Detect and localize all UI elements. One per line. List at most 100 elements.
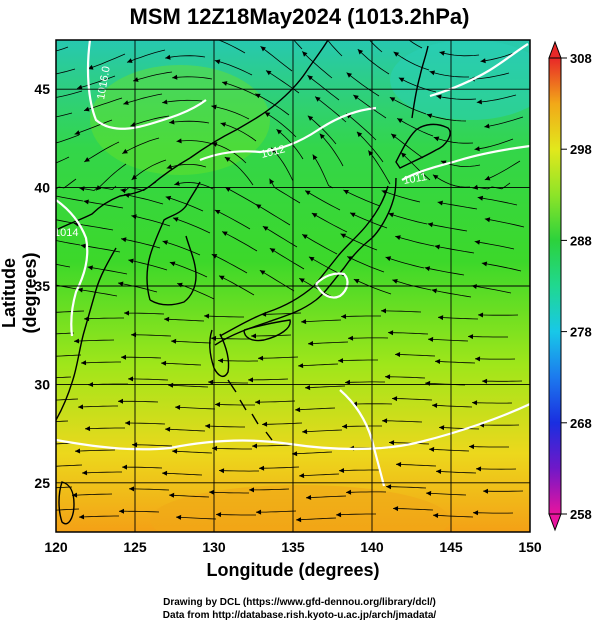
x-tick-label: 125 (123, 539, 147, 555)
streamline (56, 376, 72, 379)
streamline (327, 40, 343, 57)
streamline-arrowhead (341, 314, 347, 319)
streamline-arrowhead (75, 448, 81, 454)
streamline-arrowhead (31, 257, 37, 262)
streamline (396, 118, 434, 137)
coastline-japan-kyushu (209, 329, 230, 378)
streamline-arrowhead (260, 46, 266, 52)
streamline-arrowhead (476, 99, 482, 105)
streamline (474, 138, 514, 150)
streamline-arrowhead (269, 248, 276, 253)
streamline-arrowhead (302, 51, 308, 57)
coastline-russia (189, 40, 329, 159)
streamline (164, 428, 206, 432)
streamline (162, 240, 201, 256)
streamline (255, 510, 297, 513)
streamline-arrowhead (123, 100, 129, 105)
isobar-1012 (199, 106, 377, 162)
y-tick-labels: 25 30 35 40 45 (34, 81, 50, 491)
streamline (257, 356, 299, 359)
plot-area: 1016.0 1014 1012 1011 120 125 130 135 140 145… (29, 23, 542, 555)
streamline-arrowhead (173, 217, 179, 222)
streamline-arrowhead (480, 58, 486, 64)
streamline-arrowhead (172, 448, 178, 454)
y-tick-label: 40 (34, 180, 50, 196)
streamline (117, 282, 158, 293)
streamline (203, 315, 244, 318)
streamline-arrowhead (224, 157, 231, 162)
streamline-arrowhead (429, 70, 435, 76)
streamline-arrowhead (87, 265, 93, 271)
streamline (221, 231, 258, 252)
streamline-arrowhead (225, 187, 231, 192)
streamline-arrowhead (255, 399, 260, 405)
streamline (204, 425, 245, 428)
isobar-north-east (429, 43, 529, 98)
streamline (434, 245, 475, 254)
streamline-arrowhead (29, 52, 34, 57)
streamline-arrowhead (391, 23, 396, 29)
streamline-arrowhead (259, 465, 265, 471)
streamline (356, 131, 384, 163)
streamline (305, 495, 347, 499)
streamline (126, 49, 166, 63)
streamline (484, 160, 521, 181)
streamline-arrowhead (119, 508, 124, 514)
streamline (84, 141, 120, 163)
streamline (471, 285, 512, 294)
streamline-arrowhead (481, 261, 488, 267)
streamline-arrowhead (433, 136, 440, 142)
streamline-arrowhead (175, 404, 181, 410)
streamline (385, 256, 425, 269)
streamline (225, 186, 261, 208)
coastline-japan-sea-side (219, 185, 389, 337)
streamline (71, 493, 113, 496)
x-tick-label: 130 (202, 539, 226, 555)
streamline (345, 491, 387, 493)
streamline-arrowhead (308, 341, 314, 346)
streamline-arrowhead (259, 270, 266, 275)
streamline-arrowhead (336, 512, 342, 518)
streamline-arrowhead (315, 96, 321, 102)
streamline-arrowhead (389, 97, 396, 102)
streamline (380, 310, 422, 313)
streamline (208, 491, 249, 494)
isobar-1014 (56, 199, 89, 337)
streamline-arrowhead (266, 70, 272, 76)
streamline (56, 219, 74, 224)
streamline-arrowhead (214, 210, 221, 215)
streamline (439, 51, 480, 57)
streamline-arrowhead (477, 195, 484, 201)
streamline (260, 312, 302, 315)
streamline (269, 247, 305, 270)
x-tick-label: 135 (281, 539, 305, 555)
colorbar-ticks: 308 298 288 278 268 258 (561, 51, 592, 522)
isobar-1016 (86, 40, 207, 130)
streamline (395, 235, 435, 247)
streamline-arrowhead (386, 484, 392, 490)
streamline (249, 488, 290, 491)
streamline-arrowhead (301, 319, 307, 325)
streamline-arrowhead (429, 446, 435, 452)
streamline-arrowhead (426, 490, 432, 496)
streamline (162, 99, 203, 104)
streamline (255, 93, 290, 116)
streamline-arrowhead (82, 470, 88, 476)
streamline (293, 40, 303, 50)
streamline-arrowhead (209, 489, 215, 495)
streamline (174, 182, 214, 190)
streamline-arrowhead (44, 310, 49, 315)
streamline (468, 446, 509, 448)
streamline-arrowhead (299, 473, 305, 479)
streamline (260, 45, 293, 72)
streamline (340, 233, 378, 251)
streamline-arrowhead (484, 217, 491, 223)
streamline (176, 140, 217, 146)
streamline-arrowhead (356, 131, 363, 138)
streamline (56, 486, 73, 489)
streamline-arrowhead (385, 374, 391, 380)
streamline-arrowhead (381, 308, 386, 314)
streamline-arrowhead (339, 468, 345, 473)
streamline (165, 55, 206, 59)
streamline-arrowhead (269, 178, 275, 185)
